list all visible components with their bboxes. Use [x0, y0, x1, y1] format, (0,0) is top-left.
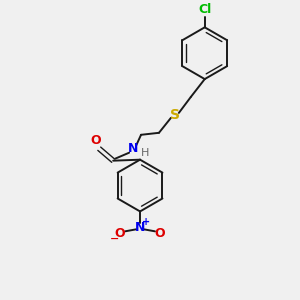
Text: O: O: [90, 134, 101, 147]
Text: N: N: [135, 221, 145, 234]
Text: +: +: [142, 218, 150, 227]
Text: H: H: [141, 148, 149, 158]
Text: −: −: [110, 234, 119, 244]
Text: N: N: [128, 142, 138, 155]
Text: O: O: [154, 227, 165, 240]
Text: S: S: [170, 108, 180, 122]
Text: Cl: Cl: [198, 3, 211, 16]
Text: O: O: [115, 227, 125, 240]
